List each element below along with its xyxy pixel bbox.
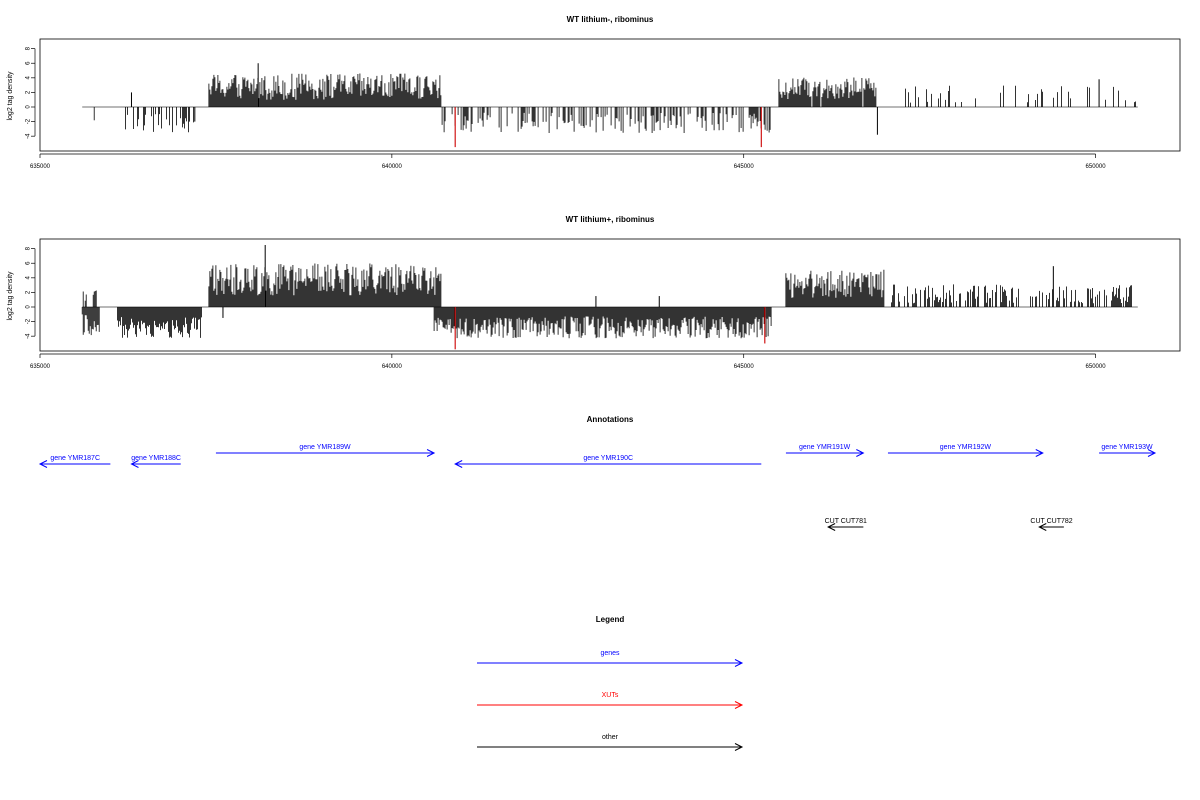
annotations-track: Annotations gene YMR187C gene YMR188Cgene… bbox=[38, 415, 1157, 531]
annotation-label: gene YMR187C bbox=[50, 455, 100, 462]
y-tick-label: 2 bbox=[26, 290, 32, 294]
y-tick-label: 4 bbox=[26, 75, 32, 79]
x-tick-label: 645000 bbox=[734, 164, 755, 170]
legend: Legend genes XUTs other bbox=[477, 615, 744, 751]
annotation-label: gene YMR189W bbox=[299, 444, 351, 451]
y-tick-label: 6 bbox=[26, 61, 32, 65]
annotation-label: CUT CUT781 bbox=[825, 518, 867, 525]
y-tick-label: -2 bbox=[26, 318, 32, 324]
density-bars bbox=[82, 63, 1138, 148]
annotation-arrow: gene YMR191W bbox=[785, 444, 865, 457]
annotation-label: gene YMR193W bbox=[1101, 444, 1153, 451]
x-tick-label: 635000 bbox=[30, 364, 51, 370]
y-tick-label: 8 bbox=[26, 46, 32, 50]
legend-title: Legend bbox=[596, 615, 625, 624]
legend-label: genes bbox=[600, 650, 620, 657]
y-tick-label: 0 bbox=[26, 305, 32, 309]
legend-label: XUTs bbox=[602, 692, 619, 699]
legend-entry-gene: genes bbox=[477, 650, 744, 667]
y-tick-label: 4 bbox=[26, 275, 32, 279]
track-panel-lithium-minus: WT lithium-, ribominus log2 tag density … bbox=[7, 15, 1181, 170]
panel-title: WT lithium+, ribominus bbox=[566, 215, 655, 224]
annotation-arrow: gene YMR188C bbox=[130, 455, 181, 468]
legend-entry-other: other bbox=[477, 734, 744, 751]
annotation-arrow: gene YMR189W bbox=[215, 444, 436, 457]
x-tick-label: 650000 bbox=[1086, 364, 1107, 370]
annotation-arrow: gene YMR192W bbox=[887, 444, 1044, 457]
annotation-label: gene YMR190C bbox=[583, 455, 633, 462]
y-tick-label: -4 bbox=[26, 333, 32, 339]
x-tick-label: 650000 bbox=[1086, 164, 1107, 170]
x-tick-label: 635000 bbox=[30, 164, 51, 170]
y-axis-label: log2 tag density bbox=[7, 271, 14, 321]
y-tick-label: 2 bbox=[26, 90, 32, 94]
legend-entries: genes XUTs other bbox=[477, 650, 744, 751]
annotation-label: gene YMR191W bbox=[799, 444, 851, 451]
y-tick-label: 6 bbox=[26, 261, 32, 265]
x-tick-label: 640000 bbox=[382, 364, 403, 370]
plot-frame bbox=[39, 238, 1181, 352]
axes: -4 -2 0 2 4 6 8 635000 640000 645000 650000 bbox=[26, 246, 1107, 370]
legend-label: other bbox=[602, 734, 619, 741]
annotation-arrow: gene YMR187C bbox=[38, 455, 111, 468]
legend-entry-xut: XUTs bbox=[477, 692, 744, 709]
annotation-label: CUT CUT782 bbox=[1030, 518, 1072, 525]
annotation-items: gene YMR187C gene YMR188C gene YMR189W gene… bbox=[38, 444, 1157, 531]
annotation-arrow: CUT CUT782 bbox=[1030, 518, 1073, 531]
y-tick-label: 8 bbox=[26, 246, 32, 250]
panel-title: WT lithium-, ribominus bbox=[567, 15, 654, 24]
track-panel-lithium-plus: WT lithium+, ribominus log2 tag density … bbox=[7, 215, 1181, 370]
y-tick-label: -4 bbox=[26, 133, 32, 139]
annotation-arrow: CUT CUT781 bbox=[825, 518, 867, 531]
x-tick-label: 640000 bbox=[382, 164, 403, 170]
annotation-label: gene YMR188C bbox=[131, 455, 181, 462]
y-axis-label: log2 tag density bbox=[7, 71, 14, 121]
axes: -4 -2 0 2 4 6 8 635000 640000 645000 650000 bbox=[26, 46, 1107, 170]
annotation-arrow: gene YMR193W bbox=[1099, 444, 1157, 457]
plot-frame bbox=[39, 38, 1181, 152]
y-tick-label: -2 bbox=[26, 118, 32, 124]
y-tick-label: 0 bbox=[26, 105, 32, 109]
annotations-title: Annotations bbox=[587, 415, 634, 424]
density-bars bbox=[81, 245, 1138, 350]
annotation-arrow: gene YMR190C bbox=[454, 455, 762, 468]
x-tick-label: 645000 bbox=[734, 364, 755, 370]
annotation-label: gene YMR192W bbox=[940, 444, 992, 451]
